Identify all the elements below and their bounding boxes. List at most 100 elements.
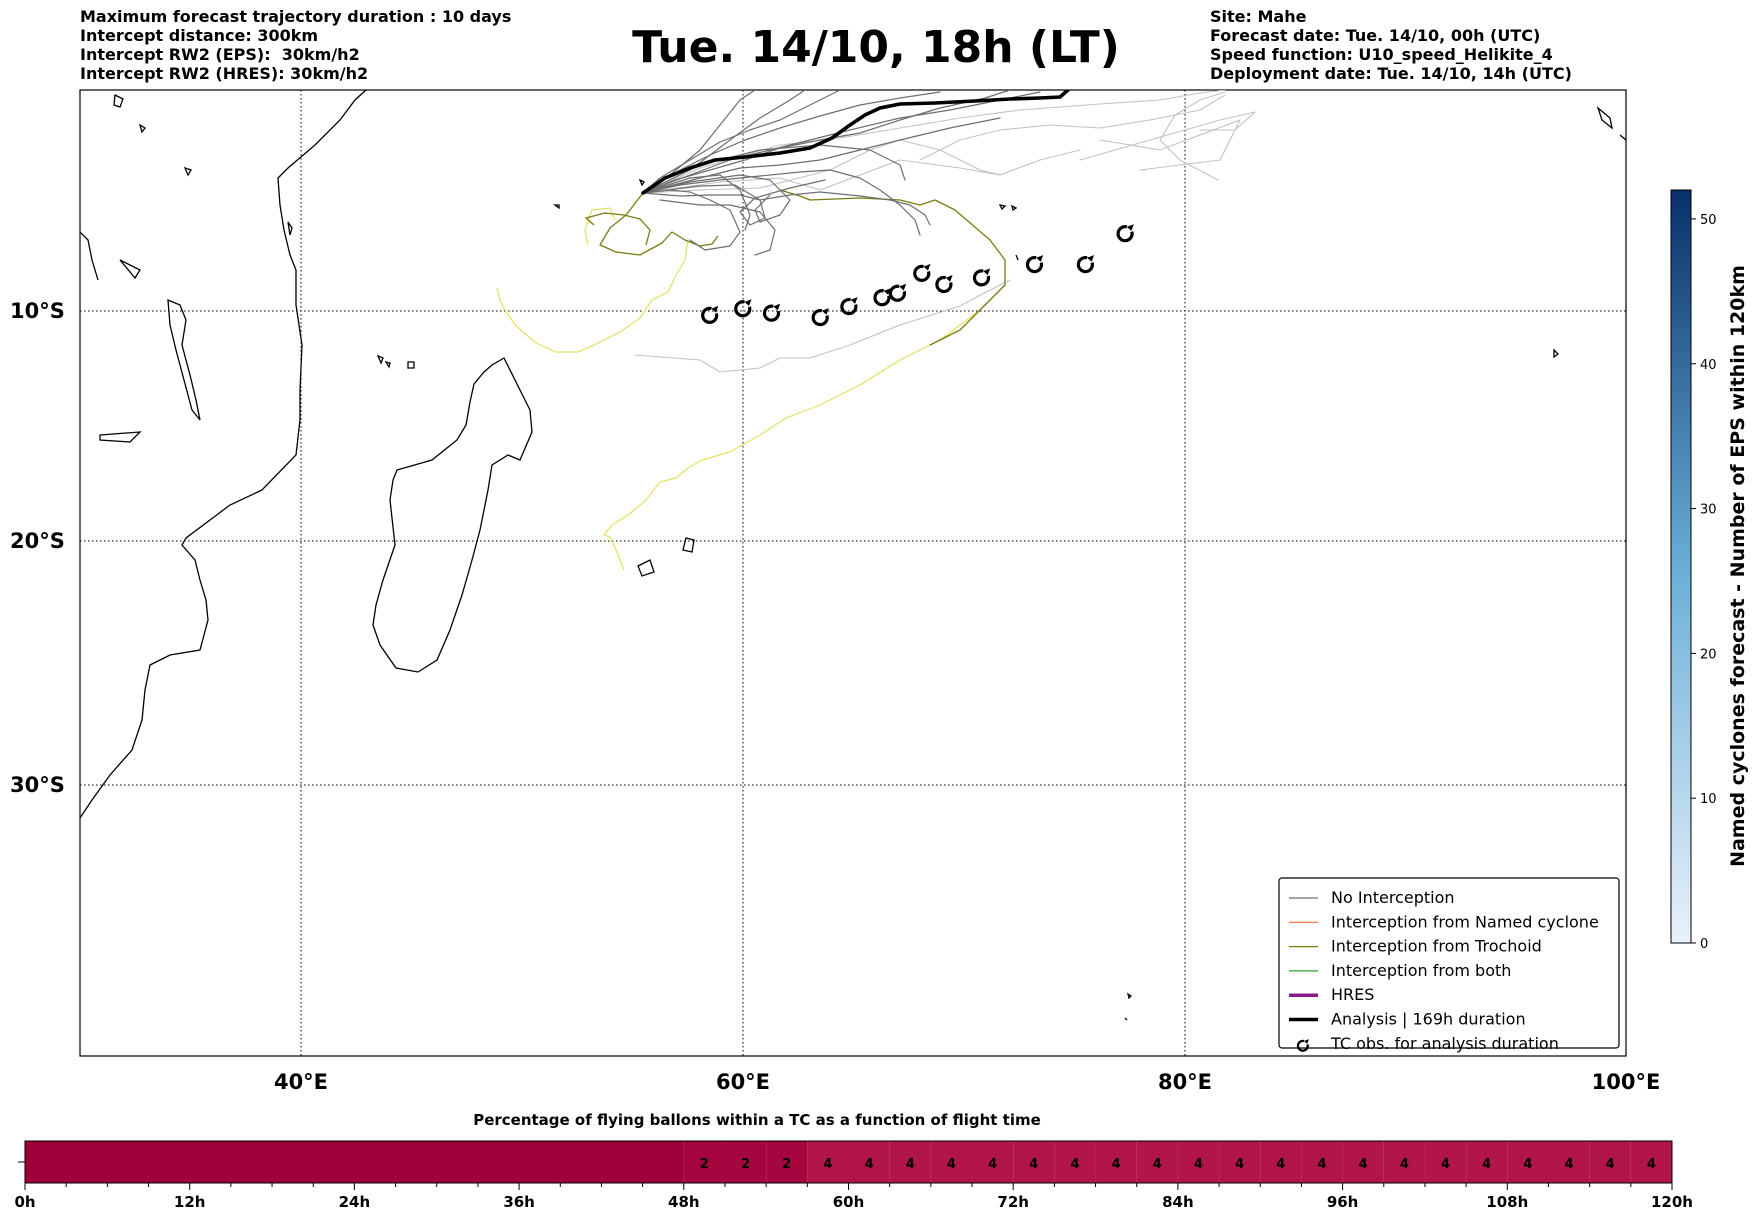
timeline-value: 4 <box>1647 1157 1656 1172</box>
timeline-value: 2 <box>741 1157 750 1172</box>
header-site: Site: Mahe <box>1210 7 1307 26</box>
timeline-value: 4 <box>1153 1157 1162 1172</box>
trochoid-faint-track <box>584 207 616 246</box>
timeline: Percentage of flying ballons within a TC… <box>14 1111 1693 1211</box>
colorbar-bar <box>1670 189 1692 944</box>
timeline-value: 4 <box>1112 1157 1121 1172</box>
timeline-value: 4 <box>988 1157 997 1172</box>
legend-label: HRES <box>1331 985 1374 1004</box>
timeline-segment <box>1054 1141 1096 1183</box>
lon-label-60e: 60°E <box>716 1070 770 1094</box>
timeline-segment <box>1095 1141 1137 1183</box>
timeline-segment <box>1466 1141 1508 1183</box>
lat-label-30s: 30°S <box>10 773 65 797</box>
colorbar-tick-label: 30 <box>1700 503 1717 518</box>
trochoid-trajectories <box>585 189 1006 346</box>
timeline-segment <box>1260 1141 1302 1183</box>
colorbar: Named cyclones forecast - Number of EPS … <box>1670 189 1749 952</box>
timeline-value: 4 <box>1482 1157 1491 1172</box>
timeline-tick-label: 36h <box>503 1193 535 1211</box>
zanzibar-island <box>287 221 293 236</box>
header-rw2-hres: Intercept RW2 (HRES): 30km/h2 <box>80 64 369 83</box>
eps-faint-track <box>634 279 1011 373</box>
colorbar-tick-label: 0 <box>1700 937 1708 952</box>
timeline-value: 4 <box>947 1157 956 1172</box>
trochoid-faint-track <box>496 239 689 353</box>
timeline-segment <box>889 1141 931 1183</box>
timeline-segment <box>1424 1141 1467 1183</box>
colorbar-tick-label: 50 <box>1700 213 1717 228</box>
eps-dark-track <box>642 91 1041 194</box>
header-forecast-date: Forecast date: Tue. 14/10, 00h (UTC) <box>1210 26 1541 45</box>
timeline-segment <box>766 1141 808 1183</box>
lon-label-40e: 40°E <box>274 1070 328 1094</box>
eps-faint-track <box>642 90 1226 194</box>
timeline-value: 4 <box>823 1157 832 1172</box>
eps-dark-track <box>642 90 841 194</box>
timeline-segment <box>1630 1141 1672 1183</box>
legend-label: TC obs. for analysis duration <box>1330 1034 1559 1053</box>
eps-dark-track <box>659 199 776 256</box>
madagascar-coastline <box>372 357 533 673</box>
eps-dark-track <box>642 90 806 194</box>
eps-dark-track <box>642 179 826 226</box>
trochoid-track <box>585 212 651 246</box>
timeline-tick-label: 96h <box>1327 1193 1359 1211</box>
timeline-value: 4 <box>1317 1157 1326 1172</box>
timeline-value: 4 <box>1441 1157 1450 1172</box>
map-axis-labels: 40°E 60°E 80°E 100°E 10°S 20°S 30°S <box>10 299 1660 1094</box>
gridlines <box>80 90 1626 1056</box>
eps-faint-track <box>642 149 1081 194</box>
legend: No Interception Interception from Named c… <box>1278 877 1620 1053</box>
timeline-value: 4 <box>1400 1157 1409 1172</box>
eps-faint-track <box>1079 111 1256 161</box>
eps-dark-track <box>642 169 921 236</box>
timeline-segment <box>972 1141 1014 1183</box>
timeline-segment <box>1301 1141 1343 1183</box>
timeline-tick-label: 24h <box>339 1193 371 1211</box>
lat-label-10s: 10°S <box>10 299 65 323</box>
legend-box <box>1278 877 1620 1049</box>
timeline-segment <box>1136 1141 1178 1183</box>
legend-label: Analysis | 169h duration <box>1331 1010 1526 1029</box>
timeline-segment <box>683 1141 725 1183</box>
timeline-value: 2 <box>782 1157 791 1172</box>
header-intercept-distance: Intercept distance: 300km <box>80 26 319 45</box>
timeline-value: 4 <box>1029 1157 1038 1172</box>
eps-faint-track <box>1159 91 1226 181</box>
timeline-segment <box>1507 1141 1549 1183</box>
header-right: Site: Mahe Forecast date: Tue. 14/10, 00… <box>1210 7 1572 83</box>
eps-dark-track <box>642 117 1001 194</box>
colorbar-tick-label: 10 <box>1700 792 1717 807</box>
lat-label-20s: 20°S <box>10 529 65 553</box>
mauritius-island <box>682 537 695 553</box>
timeline-tick-label: 120h <box>1651 1193 1693 1211</box>
timeline-value: 4 <box>865 1157 874 1172</box>
timeline-segment <box>1342 1141 1384 1183</box>
timeline-value: 4 <box>906 1157 915 1172</box>
africa-coastline <box>80 90 367 819</box>
timeline-value: 4 <box>1606 1157 1615 1172</box>
timeline-segment <box>1383 1141 1425 1183</box>
colorbar-tick-label: 20 <box>1700 647 1717 662</box>
timeline-tick-label: 0h <box>14 1193 35 1211</box>
lon-label-80e: 80°E <box>1158 1070 1212 1094</box>
timeline-segment <box>1177 1141 1220 1183</box>
coastlines <box>80 90 1626 1021</box>
eps-dark-track <box>642 191 931 226</box>
legend-label: Interception from Named cyclone <box>1331 912 1599 931</box>
timeline-title: Percentage of flying ballons within a TC… <box>473 1111 1041 1129</box>
colorbar-label: Named cyclones forecast - Number of EPS … <box>1727 265 1749 867</box>
eps-dark-track <box>642 174 751 231</box>
timeline-value: 4 <box>1359 1157 1368 1172</box>
eps-faint-track <box>919 94 1226 161</box>
colorbar-tick-label: 40 <box>1700 358 1717 373</box>
east-island-right <box>1596 106 1626 141</box>
timeline-segment <box>724 1141 767 1183</box>
timeline-tick-label: 84h <box>1162 1193 1194 1211</box>
trochoid-track <box>779 189 1006 346</box>
lake-victoria <box>167 298 201 421</box>
timeline-segment <box>1013 1141 1055 1183</box>
reunion-island <box>637 559 655 577</box>
